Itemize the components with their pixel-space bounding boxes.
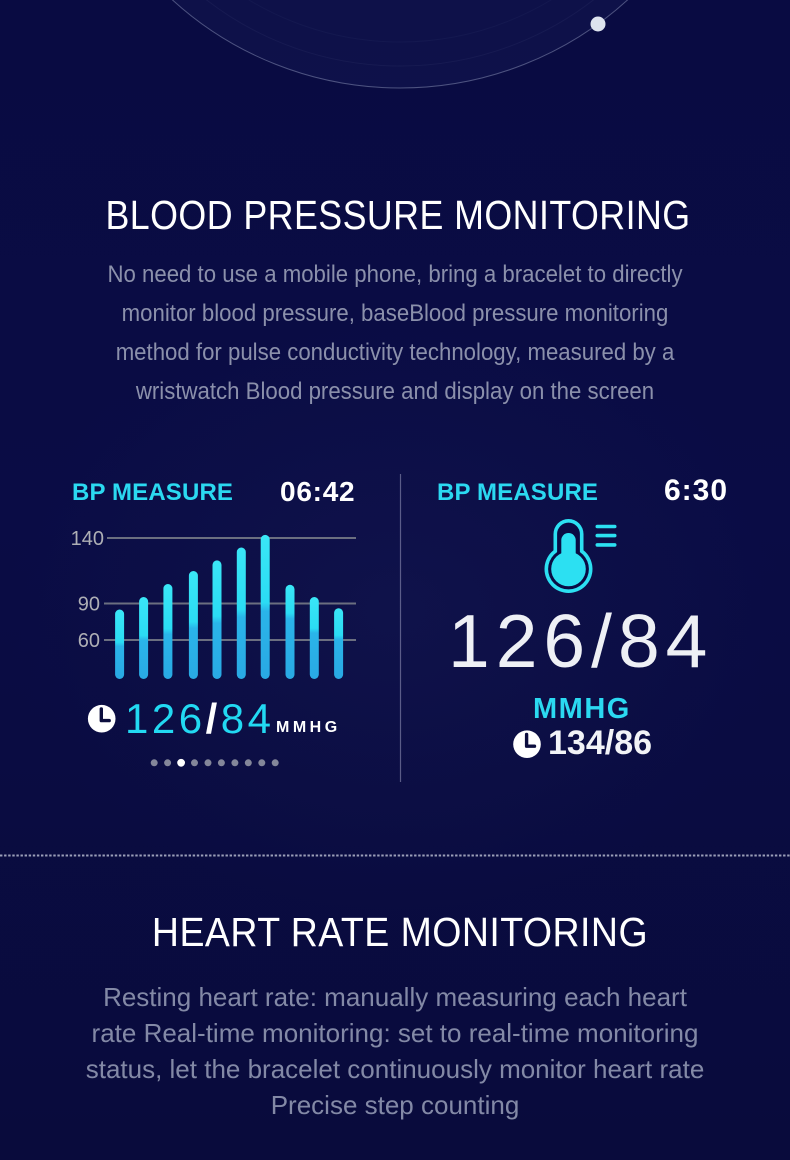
svg-text:60: 60 [78,630,100,652]
svg-text:90: 90 [78,594,100,616]
svg-text:140: 140 [71,528,104,550]
